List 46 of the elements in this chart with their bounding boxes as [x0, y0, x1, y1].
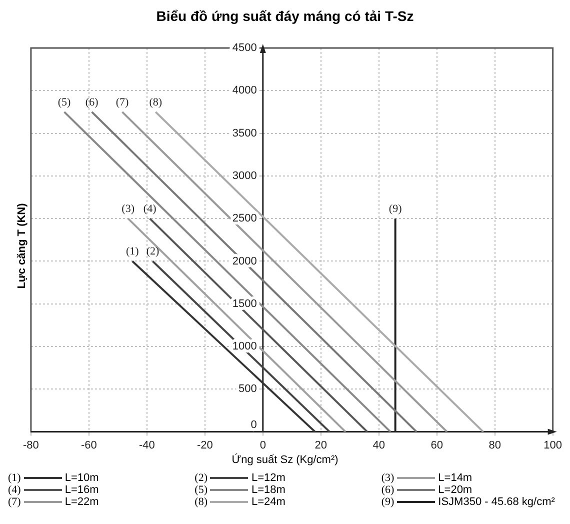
annotation: (6) — [85, 96, 99, 108]
annotation: (4) — [143, 202, 157, 215]
y-tick-label: 3500 — [232, 127, 257, 140]
x-tick-label: -80 — [22, 439, 39, 452]
annotation: (1) — [126, 246, 140, 258]
text: (6) — [381, 484, 394, 496]
x-tick-label: 60 — [430, 439, 443, 452]
legend-label: L=18m — [251, 484, 286, 496]
y-tick-label: 4000 — [232, 84, 257, 97]
x-tick-label: -20 — [196, 439, 213, 452]
y-tick-label: 3000 — [232, 170, 257, 182]
annotation: (8) — [149, 96, 162, 108]
x-axis-title: Ứng suất Sz (Kg/cm²) — [230, 454, 340, 466]
legend-label: L=12m — [251, 472, 286, 484]
annotation: (3) — [122, 202, 135, 215]
x-tick-label: 40 — [372, 439, 385, 452]
legend-label: L=24m — [251, 496, 286, 508]
x-tick-label: 0 — [260, 439, 266, 452]
text: (4) — [8, 484, 21, 496]
text: (8) — [194, 496, 208, 508]
text: (2) — [194, 472, 208, 484]
annotation: (5) — [58, 96, 72, 108]
legend-label: L=14m — [438, 472, 472, 484]
text: (5) — [194, 484, 208, 496]
x-tick-label: -60 — [80, 439, 97, 452]
x-tick-label: -40 — [138, 439, 155, 452]
y-axis-title: Lực căng T (KN) — [16, 202, 28, 291]
text: (1) — [8, 472, 21, 484]
chart-title: Biểu đồ ứng suất đáy máng có tải T-Sz — [155, 8, 415, 24]
annotation: (2) — [146, 246, 160, 258]
x-tick-label: 80 — [488, 439, 501, 452]
x-tick-label: 20 — [314, 439, 328, 452]
text: (3) — [381, 472, 394, 484]
x-tick-label: 100 — [544, 439, 562, 452]
legend-label: ISJM350 - 45.68 kg/cm² — [438, 496, 555, 508]
y-tick-label: 0 — [250, 418, 257, 431]
annotation: (9) — [388, 202, 402, 215]
legend-label: L=16m — [64, 484, 99, 496]
legend-label: L=20m — [438, 484, 472, 496]
legend-label: L=22m — [64, 496, 99, 508]
annotation: (7) — [116, 96, 130, 108]
legend-label: L=10m — [64, 472, 99, 484]
text: (7) — [8, 496, 21, 508]
y-tick-label: 2500 — [232, 212, 257, 225]
y-tick-label: 500 — [238, 383, 257, 396]
text: (9) — [381, 496, 394, 508]
